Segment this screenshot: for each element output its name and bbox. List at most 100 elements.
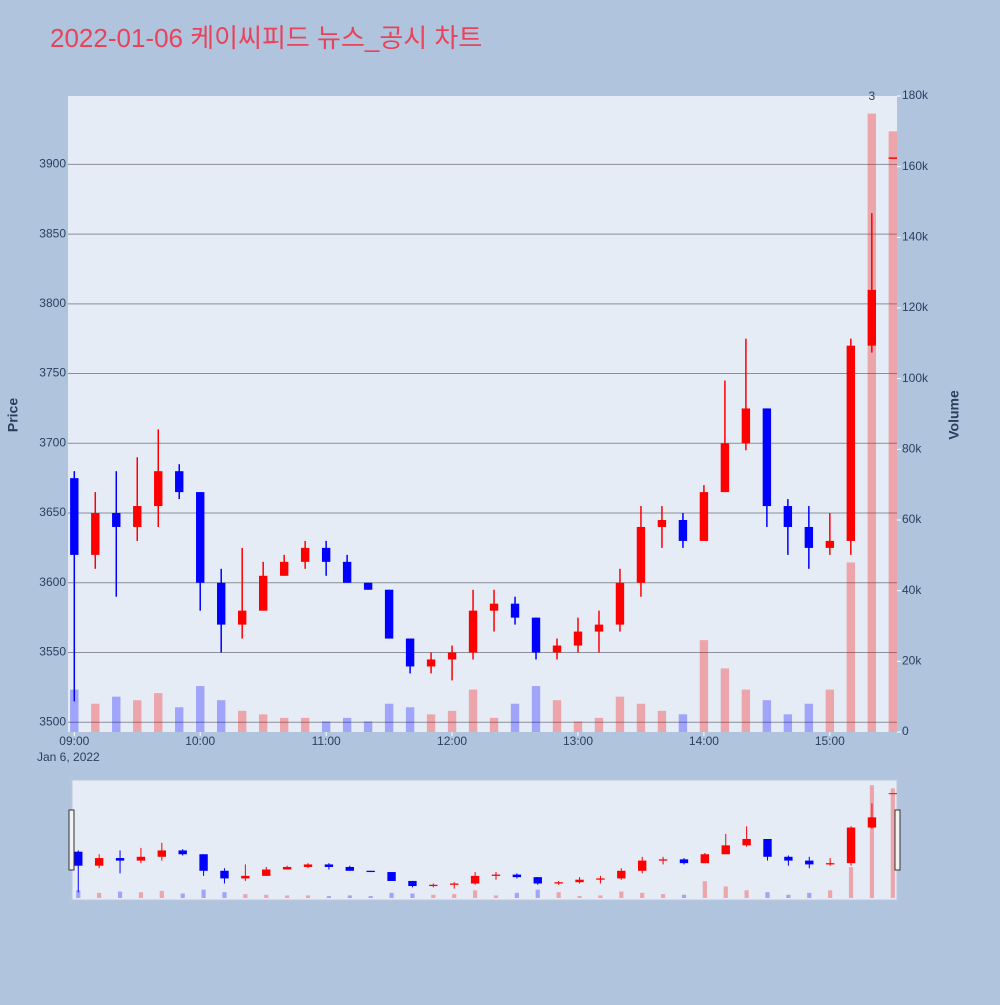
volume-bar — [762, 700, 772, 732]
candle-body — [321, 547, 331, 562]
slider-candle-body — [512, 874, 522, 878]
slider-candle-body — [470, 875, 480, 884]
slider-volume-bar — [368, 896, 373, 898]
y-tick-label: 3800 — [39, 296, 66, 310]
volume-bar — [196, 686, 205, 732]
slider-volume-bar — [723, 886, 728, 898]
candle-body — [762, 408, 772, 507]
slider-handle[interactable] — [68, 809, 75, 871]
slider-volume-bar — [180, 893, 185, 898]
slider-volume-bar — [305, 895, 311, 898]
candle-body — [405, 638, 415, 667]
volume-bar — [699, 640, 709, 732]
volume-bar — [468, 689, 478, 732]
slider-candle-body — [366, 870, 375, 873]
candle-body — [615, 582, 625, 625]
volume-bar — [720, 668, 730, 732]
candle-body — [363, 582, 373, 590]
slider-volume-bar — [660, 894, 666, 898]
slider-candle-body — [575, 879, 584, 883]
slider-volume-bar — [347, 895, 352, 898]
candle-body — [867, 289, 877, 346]
slider-volume-bar — [493, 895, 499, 898]
y2-tick-label: 160k — [902, 159, 929, 173]
candle-body — [154, 471, 163, 507]
slider-candle-body — [262, 869, 271, 876]
y2-tick-label: 20k — [902, 654, 922, 668]
y-tick-label: 3850 — [39, 226, 66, 240]
slider-candle-body — [846, 827, 856, 864]
slider-candle-body — [408, 880, 417, 887]
slider-volume-bar — [598, 895, 603, 898]
slider-volume-bar — [828, 890, 833, 898]
x-tick-label: 14:00 — [689, 734, 719, 748]
candle-body — [531, 617, 541, 653]
candle-body — [594, 624, 604, 632]
slider-candle-body — [324, 864, 334, 867]
slider-candle-body — [199, 854, 208, 871]
volume-bar — [175, 707, 184, 732]
slider-volume-bar — [222, 892, 227, 898]
volume-bar — [888, 131, 897, 733]
slider-volume-bar — [285, 895, 290, 898]
slider-candle-body — [491, 874, 501, 876]
slider-volume-bar — [619, 891, 624, 898]
volume-bar — [112, 696, 121, 732]
slider-candle-body — [387, 872, 396, 881]
slider-candle-body — [658, 859, 668, 861]
y-tick-label: 3500 — [39, 714, 66, 728]
slider-candle-body — [637, 860, 647, 871]
slider-candle-body — [115, 858, 125, 861]
slider-volume-bar — [410, 893, 415, 898]
volume-bar — [133, 700, 142, 732]
candle-body — [825, 540, 835, 548]
volume-bar — [384, 703, 394, 732]
volume-bar — [489, 717, 499, 732]
candle-body — [846, 345, 856, 541]
y2-tick-label: 140k — [902, 230, 929, 244]
volume-bar — [783, 714, 793, 732]
candle-body — [552, 645, 562, 653]
slider-volume-bar — [702, 881, 707, 898]
y2-axis-title: Volume — [946, 390, 962, 440]
slider-candle-body — [282, 866, 292, 870]
volume-bar — [636, 703, 646, 732]
slider-volume-bar — [117, 891, 123, 898]
slider-volume-bar — [97, 892, 102, 898]
slider-candle-body — [763, 838, 772, 857]
y2-tick-label: 40k — [902, 583, 922, 597]
candle-body — [783, 506, 793, 527]
volume-bar — [405, 707, 415, 732]
y-tick-label: 3750 — [39, 366, 66, 380]
volume-bar — [741, 689, 751, 732]
slider-volume-bar — [577, 896, 582, 898]
y-tick-label: 3650 — [39, 505, 66, 519]
candle-body — [237, 610, 247, 625]
x-tick-label: 13:00 — [563, 734, 593, 748]
volume-bar — [363, 721, 373, 732]
candle-body — [426, 659, 436, 667]
x-tick-label: 09:00 — [59, 734, 89, 748]
volume-bar — [279, 717, 289, 732]
slider-volume-bar — [890, 788, 895, 898]
y2-tick-label: 60k — [902, 512, 922, 526]
candle-body — [699, 492, 709, 541]
slider-volume-bar — [473, 890, 478, 898]
slider-volume-bar — [765, 892, 770, 898]
y-axis-title: Price — [5, 398, 21, 432]
volume-bar — [552, 700, 562, 732]
x-tick-label: 15:00 — [815, 734, 845, 748]
slider-volume-bar — [452, 894, 457, 898]
slider-volume-bar — [159, 890, 164, 898]
volume-bar — [447, 710, 457, 732]
volume-bar — [321, 721, 331, 732]
x-tick-label: 10:00 — [185, 734, 215, 748]
slider-candle-body — [157, 850, 167, 857]
range-slider[interactable] — [71, 779, 898, 901]
slider-volume-bar — [535, 889, 540, 898]
slider-candle-body — [700, 854, 710, 864]
slider-candle-body — [94, 858, 104, 866]
slider-candle-body — [742, 838, 751, 846]
slider-handle[interactable] — [894, 809, 901, 871]
